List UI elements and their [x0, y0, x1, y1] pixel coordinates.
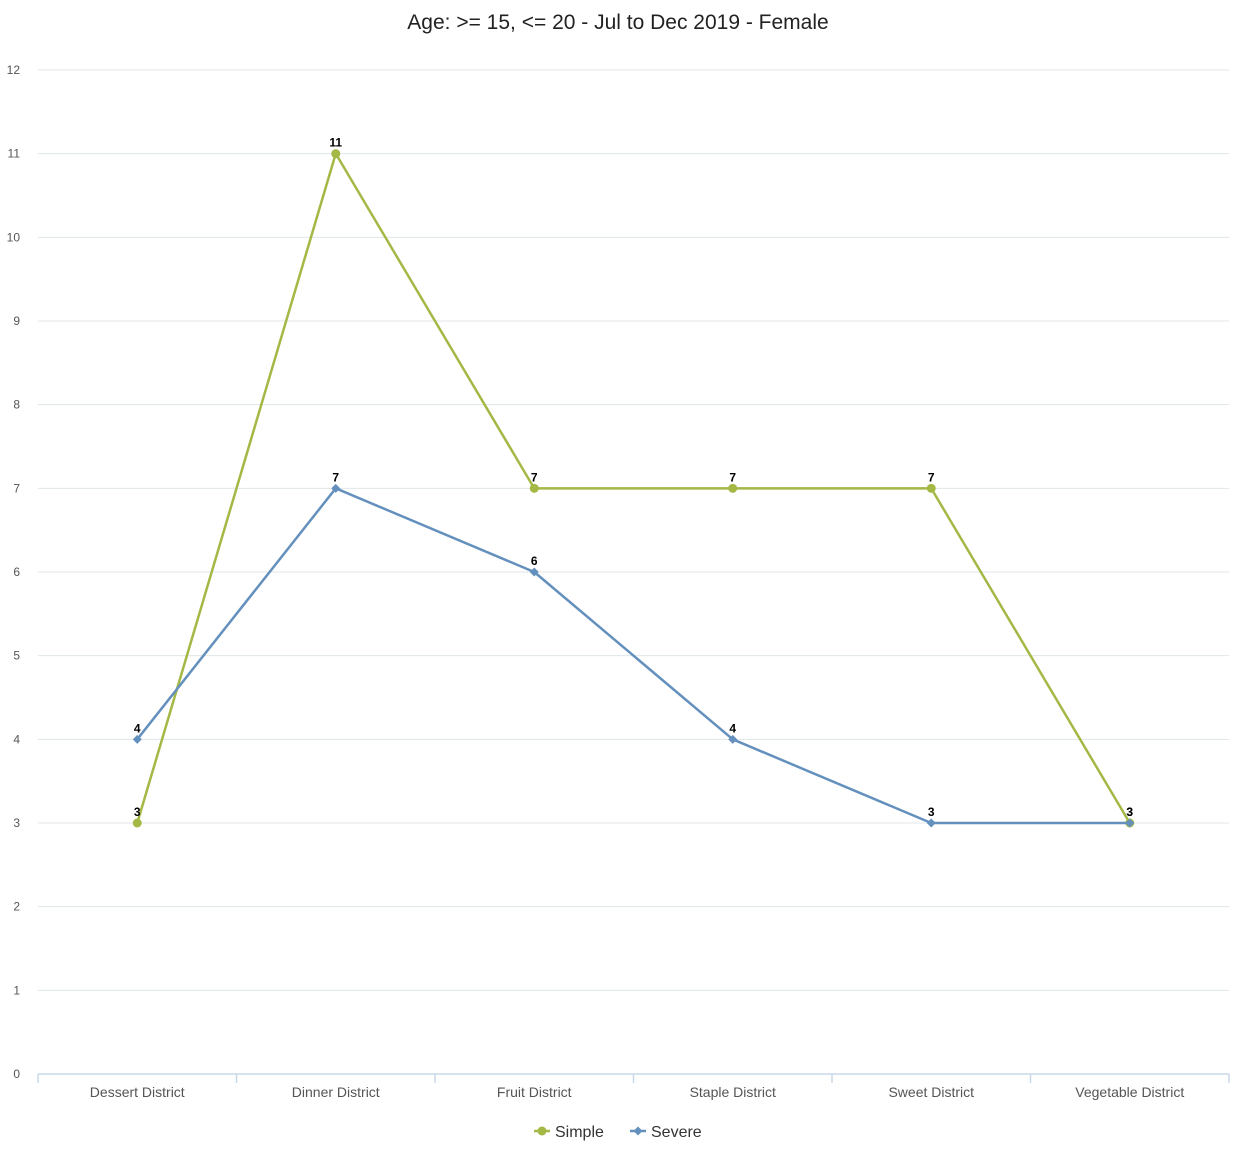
- data-label: 4: [729, 721, 736, 735]
- data-point[interactable]: [132, 818, 142, 828]
- legend-label: Severe: [651, 1124, 702, 1141]
- legend-item-simple[interactable]: Simple: [534, 1124, 604, 1141]
- x-tick-label: Fruit District: [497, 1084, 572, 1100]
- legend-item-severe[interactable]: Severe: [630, 1124, 702, 1141]
- data-point[interactable]: [728, 483, 738, 493]
- data-label: 6: [531, 554, 538, 568]
- data-label: 3: [1126, 805, 1133, 819]
- data-label: 7: [531, 470, 538, 484]
- data-point[interactable]: [529, 567, 539, 577]
- data-label: 3: [134, 805, 141, 819]
- data-label: 3: [928, 805, 935, 819]
- grid-lines: [38, 69, 1229, 991]
- x-tick-label: Dinner District: [292, 1084, 380, 1100]
- series-severe: [132, 483, 1135, 828]
- y-tick-label: 6: [13, 565, 20, 579]
- y-tick-label: 8: [13, 398, 20, 412]
- y-tick-label: 7: [13, 481, 20, 495]
- y-tick-label: 2: [13, 900, 20, 914]
- data-label: 7: [729, 470, 736, 484]
- x-axis: Dessert District Dinner District Fruit Dis…: [37, 1073, 1230, 1100]
- data-label: 7: [928, 470, 935, 484]
- chart-title: Age: >= 15, <= 20 - Jul to Dec 2019 - Fe…: [407, 11, 828, 34]
- y-tick-label: 11: [8, 147, 21, 161]
- y-tick-label: 12: [7, 63, 21, 77]
- x-tick-label: Dessert District: [90, 1084, 185, 1100]
- y-tick-label: 0: [13, 1067, 20, 1081]
- series-layer: [132, 149, 1135, 828]
- legend: Simple Severe: [534, 1124, 702, 1141]
- x-tick-label: Sweet District: [888, 1084, 974, 1100]
- x-tick-label: Vegetable District: [1075, 1084, 1184, 1100]
- data-label: 4: [134, 721, 141, 735]
- y-tick-label: 3: [13, 816, 20, 830]
- legend-label: Simple: [555, 1124, 604, 1141]
- y-tick-label: 9: [13, 314, 20, 328]
- data-point[interactable]: [728, 734, 738, 744]
- series-line: [136, 487, 1130, 825]
- legend-marker: [537, 1126, 547, 1136]
- data-point[interactable]: [331, 149, 341, 159]
- data-point[interactable]: [331, 483, 341, 493]
- y-tick-label: 4: [13, 732, 20, 746]
- x-tick-label: Staple District: [690, 1084, 776, 1100]
- series-line: [136, 152, 1131, 824]
- data-point[interactable]: [926, 483, 936, 493]
- data-label: 7: [332, 470, 339, 484]
- data-label: 3: [1126, 805, 1133, 819]
- y-tick-label: 10: [7, 230, 21, 244]
- data-point[interactable]: [132, 734, 142, 744]
- y-tick-label: 5: [13, 649, 20, 663]
- data-point[interactable]: [529, 483, 539, 493]
- data-point[interactable]: [1125, 818, 1135, 828]
- y-tick-label: 1: [13, 983, 20, 997]
- legend-marker: [633, 1126, 643, 1136]
- data-point[interactable]: [926, 818, 936, 828]
- data-label: 11: [329, 136, 342, 150]
